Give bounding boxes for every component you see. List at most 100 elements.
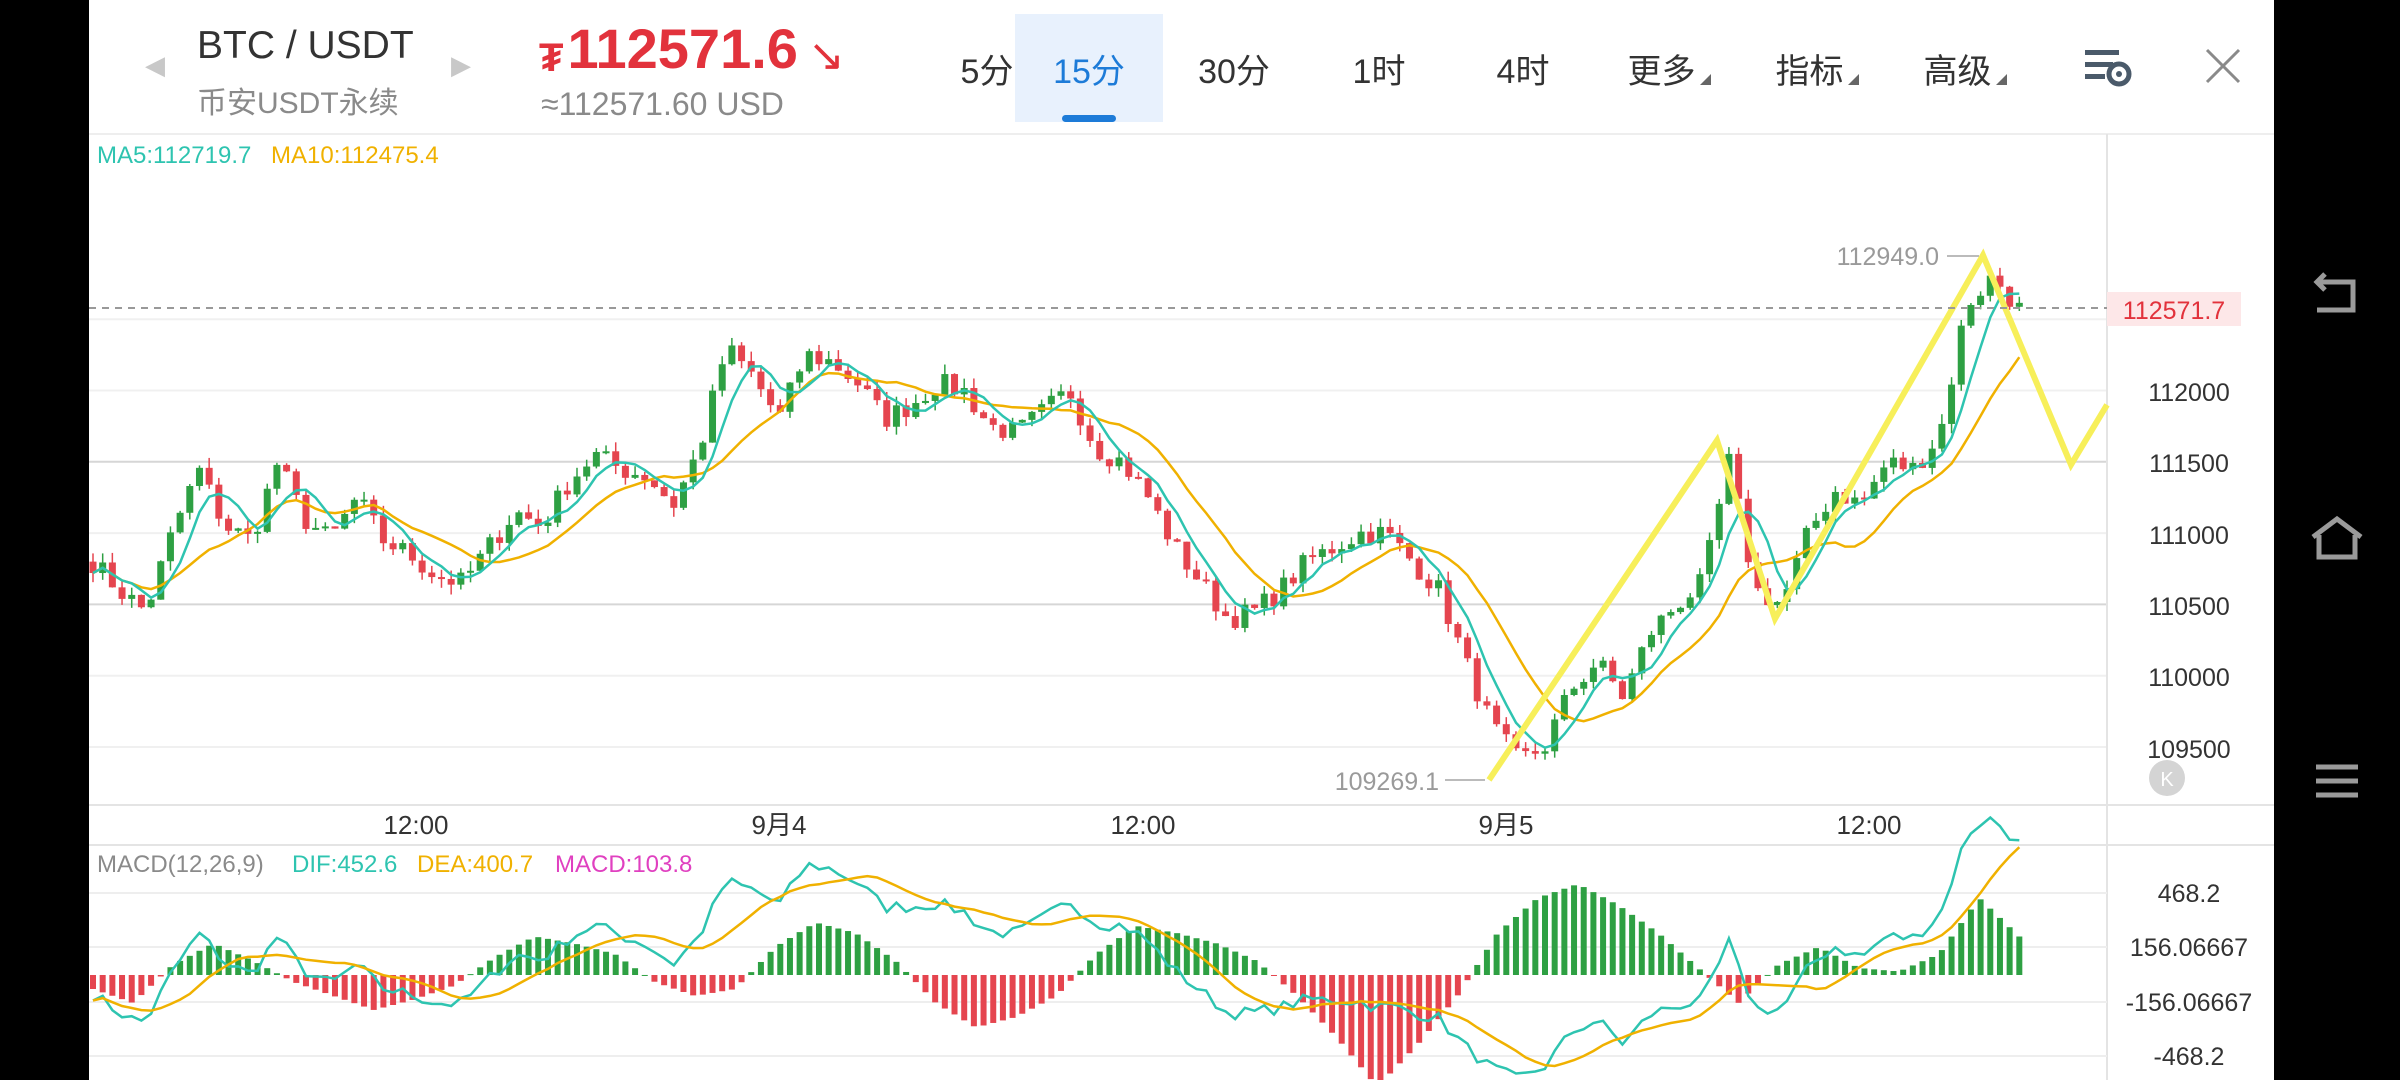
macd-bar — [361, 975, 368, 1007]
macd-bar — [1348, 975, 1355, 1056]
scroll-to-latest-button[interactable] — [2149, 760, 2185, 796]
tab-15m[interactable]: 15分 — [1015, 14, 1163, 122]
candle-body — [854, 378, 862, 386]
candle-body — [1677, 607, 1685, 613]
candle-body — [670, 496, 678, 508]
macd-bar — [1116, 938, 1123, 975]
macd-bar — [409, 975, 416, 1000]
macd-bar — [419, 975, 426, 997]
tab-label: 15分 — [1053, 52, 1125, 91]
macd-bar — [1803, 952, 1810, 975]
macd-bar — [312, 975, 319, 990]
candle-body — [1986, 275, 1994, 296]
macd-bar — [1929, 956, 1936, 975]
zigzag-annotation — [1486, 248, 2110, 782]
candle-body — [1134, 476, 1142, 479]
macd-bar — [1880, 970, 1887, 975]
macd-bar — [1222, 947, 1229, 975]
candle-body — [738, 345, 746, 362]
macd-bar — [515, 944, 522, 975]
macd-bar — [806, 926, 813, 975]
candle-body — [573, 476, 581, 495]
symbol-title[interactable]: BTC / USDT — [197, 24, 414, 67]
price-chart[interactable]: 112571.7 112949.0 109269.1 MA5:112719.7 … — [89, 0, 2274, 1080]
candle-body — [641, 474, 649, 481]
macd-bar — [1977, 899, 1984, 975]
macd-bar — [1832, 955, 1839, 975]
macd-bar — [1648, 928, 1655, 975]
macd-bar — [1164, 931, 1171, 975]
candle-body — [1067, 391, 1075, 399]
candle-body — [1241, 604, 1249, 628]
candle-body — [1376, 526, 1384, 544]
macd-bar — [1842, 960, 1849, 975]
candle-body — [360, 499, 368, 502]
candle-body — [1212, 580, 1220, 612]
high-marker-label: 112949.0 — [1837, 243, 1939, 271]
macd-bar — [999, 975, 1006, 1021]
tab-1h[interactable]: 1时 — [1329, 14, 1429, 122]
candle-body — [767, 389, 775, 406]
macd-bar — [186, 955, 193, 975]
macd-bar — [390, 975, 397, 1005]
macd-bar — [225, 950, 232, 975]
macd-bar — [622, 961, 629, 975]
macd-bar — [719, 975, 726, 992]
candle-body — [1125, 457, 1133, 477]
tab-indicators[interactable]: 指标 — [1757, 14, 1877, 122]
candle-body — [1967, 304, 1975, 326]
macd-bar — [612, 954, 619, 975]
menu-icon[interactable] — [2304, 748, 2370, 814]
tab-more[interactable]: 更多 — [1609, 14, 1729, 122]
tab-label: 5分 — [960, 52, 1014, 91]
tab-advanced[interactable]: 高级 — [1905, 14, 2025, 122]
macd-bar — [370, 975, 377, 1010]
candle-body — [583, 466, 591, 477]
candle-body — [350, 499, 358, 514]
macd-bar — [980, 975, 987, 1026]
chevron-left-icon: K — [2160, 769, 2174, 791]
macd-bar — [941, 975, 948, 1009]
dropdown-corner-icon — [1699, 73, 1711, 85]
macd-bar — [1048, 975, 1055, 999]
candle-body — [679, 482, 687, 508]
candle-body — [863, 385, 871, 390]
macd-bar — [1367, 975, 1374, 1080]
chart-settings-icon[interactable] — [2081, 44, 2137, 92]
candle-body — [631, 474, 639, 478]
candle-body — [1812, 520, 1820, 528]
candle-body — [1570, 688, 1578, 695]
ma10-line — [92, 356, 2021, 723]
macd-dif-readout: DIF:452.6 — [292, 851, 397, 878]
candle-body — [1309, 555, 1317, 558]
candle-body — [1357, 531, 1365, 545]
candle-body — [118, 587, 126, 599]
candle-body — [263, 488, 271, 532]
candle-body — [989, 418, 997, 425]
close-icon[interactable] — [2203, 46, 2243, 86]
candle-body — [1347, 544, 1355, 550]
candle-body — [980, 412, 988, 419]
macd-bar — [1425, 975, 1432, 1031]
next-symbol-arrow-icon[interactable]: ▶ — [451, 50, 471, 80]
macd-bar — [1522, 908, 1529, 975]
candle-body — [467, 570, 475, 573]
candle-body — [1831, 491, 1839, 512]
ma10-readout: MA10:112475.4 — [271, 142, 439, 169]
candle-body — [1735, 453, 1743, 499]
macd-bar — [1754, 975, 1761, 985]
tab-4h[interactable]: 4时 — [1473, 14, 1573, 122]
tab-label: 30分 — [1198, 52, 1270, 91]
price-tick: 112000 — [2148, 379, 2230, 407]
back-icon[interactable] — [2304, 260, 2370, 326]
candle-body — [1202, 579, 1210, 582]
prev-symbol-arrow-icon[interactable]: ◀ — [145, 50, 165, 80]
candle-body — [321, 526, 329, 529]
tab-5m[interactable]: 5分 — [937, 14, 1037, 122]
macd-bar — [1774, 965, 1781, 975]
home-icon[interactable] — [2304, 505, 2370, 571]
macd-bar — [283, 975, 290, 979]
candle-body — [399, 543, 407, 550]
tab-30m[interactable]: 30分 — [1179, 14, 1289, 122]
macd-bar — [1406, 975, 1413, 1054]
